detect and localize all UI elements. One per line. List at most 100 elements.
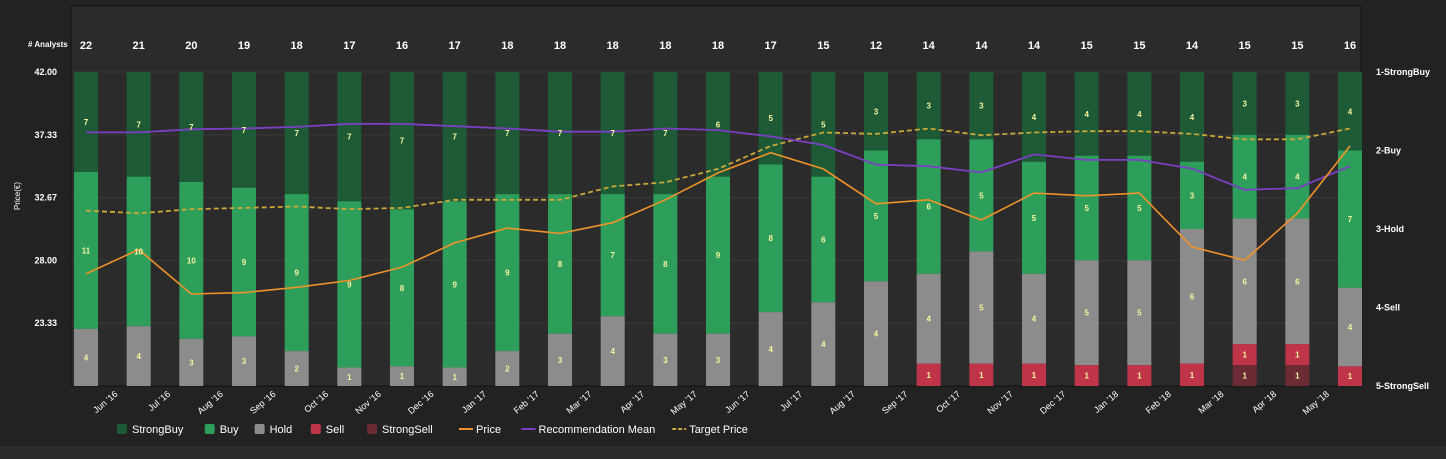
y-tick-label: 32.67 — [34, 193, 57, 203]
legend-label: Buy — [220, 424, 239, 436]
bar-value-label: 1 — [1242, 372, 1247, 381]
bar-segment-buy — [390, 209, 414, 367]
bar-value-label: 1 — [926, 371, 931, 380]
bar-value-label: 3 — [1295, 99, 1300, 108]
bar-segment-buy — [1127, 155, 1152, 261]
bar-segment-buy — [600, 194, 625, 317]
bar-segment-strongbuy — [706, 72, 730, 177]
bar-value-label: 9 — [716, 251, 721, 260]
legend-label: Recommendation Mean — [539, 424, 656, 436]
bar-segment-hold — [811, 302, 836, 386]
rating-tick-label: 3-Hold — [1376, 224, 1404, 234]
bar-segment-strongbuy — [126, 72, 151, 177]
analyst-count: 15 — [1239, 40, 1251, 52]
bar-value-label: 10 — [134, 247, 143, 256]
bar-value-label: 4 — [821, 340, 826, 349]
analyst-count: 14 — [975, 40, 988, 52]
bar-value-label: 4 — [1348, 107, 1353, 116]
bar-segment-strongbuy — [864, 72, 888, 151]
bar-value-label: 5 — [1137, 204, 1142, 213]
bar-segment-sell — [1022, 363, 1046, 386]
bar-segment-strongbuy — [1074, 72, 1099, 156]
bar-value-label: 9 — [294, 269, 299, 278]
bar-segment-sell — [1180, 363, 1204, 386]
bar-segment-strongbuy — [548, 72, 572, 195]
footer-strip — [0, 446, 1446, 459]
bar-segment-hold — [337, 367, 362, 386]
bar-value-label: 6 — [1242, 277, 1247, 286]
bar-segment-hold — [706, 333, 730, 386]
bar-value-label: 9 — [242, 258, 247, 267]
analyst-count: 18 — [712, 40, 724, 52]
bar-segment-buy — [1180, 161, 1204, 229]
bar-value-label: 2 — [294, 365, 299, 374]
bar-segment-sell — [1285, 344, 1310, 366]
bar-segment-buy — [548, 194, 572, 334]
legend-label: Price — [476, 424, 501, 436]
bar-segment-hold — [390, 366, 414, 386]
bar-segment-buy — [74, 171, 98, 329]
analyst-count: 14 — [1028, 40, 1041, 52]
bar-segment-sell — [1127, 365, 1152, 386]
bar-value-label: 5 — [768, 114, 773, 123]
bar-value-label: 6 — [716, 120, 721, 129]
bar-value-label: 3 — [242, 357, 247, 366]
analysts-header: # Analysts — [28, 40, 68, 49]
bar-value-label: 5 — [979, 304, 984, 313]
legend-swatch — [367, 424, 377, 434]
bar-segment-hold — [126, 326, 151, 386]
bar-value-label: 1 — [1190, 371, 1195, 380]
bars-layer — [74, 72, 1362, 386]
analyst-count: 17 — [449, 40, 461, 52]
analyst-count: 20 — [185, 40, 197, 52]
analyst-count: 17 — [343, 40, 355, 52]
bar-value-label: 6 — [1190, 292, 1195, 301]
bar-segment-hold — [442, 367, 467, 386]
bar-segment-strongbuy — [916, 72, 941, 140]
bar-value-label: 4 — [768, 345, 773, 354]
bar-value-label: 1 — [452, 373, 457, 382]
bar-value-label: 4 — [1032, 315, 1037, 324]
legend-swatch — [310, 424, 321, 434]
bar-value-label: 10 — [187, 256, 196, 265]
analyst-count: 18 — [501, 40, 513, 52]
bar-value-label: 8 — [400, 284, 405, 293]
bar-value-label: 6 — [821, 235, 826, 244]
bar-value-label: 1 — [1242, 351, 1247, 360]
bar-segment-strongbuy — [442, 72, 467, 202]
bar-value-label: 1 — [1084, 372, 1089, 381]
bar-segment-buy — [442, 201, 467, 368]
bar-value-label: 4 — [136, 352, 141, 361]
bar-segment-hold — [1074, 260, 1099, 366]
bar-value-label: 4 — [1295, 173, 1300, 182]
bar-value-label: 7 — [505, 129, 510, 138]
bar-value-label: 5 — [1084, 204, 1089, 213]
bar-value-label: 4 — [1032, 113, 1037, 122]
bar-segment-strongbuy — [74, 72, 98, 172]
bar-segment-buy — [969, 139, 994, 252]
bar-segment-buy — [864, 150, 888, 282]
bar-value-label: 7 — [610, 129, 615, 138]
analyst-count: 15 — [1081, 40, 1093, 52]
bar-segment-hold — [600, 316, 625, 386]
bar-segment-strongbuy — [1127, 72, 1152, 156]
lines-layer — [85, 122, 1351, 295]
bar-value-label: 5 — [1137, 309, 1142, 318]
bar-value-label: 7 — [610, 251, 615, 260]
bar-value-label: 3 — [558, 356, 563, 365]
bar-segment-buy — [706, 176, 730, 334]
bar-value-label: 3 — [1190, 191, 1195, 200]
bar-segment-hold — [74, 328, 98, 386]
bar-value-label: 1 — [1295, 351, 1300, 360]
analyst-count: 16 — [396, 40, 408, 52]
bar-segment-strongbuy — [284, 72, 309, 195]
legend-swatch — [117, 424, 127, 434]
bar-value-label: 3 — [979, 102, 984, 111]
bar-value-label: 3 — [926, 102, 931, 111]
bar-value-label: 3 — [716, 356, 721, 365]
bar-value-label: 4 — [1242, 173, 1247, 182]
analyst-count: 15 — [817, 40, 829, 52]
analyst-ratings-chart: 7114710471037937927917817917927837747836… — [13, 5, 1430, 436]
legend-label: Hold — [270, 424, 293, 436]
bar-segment-hold — [179, 338, 204, 386]
